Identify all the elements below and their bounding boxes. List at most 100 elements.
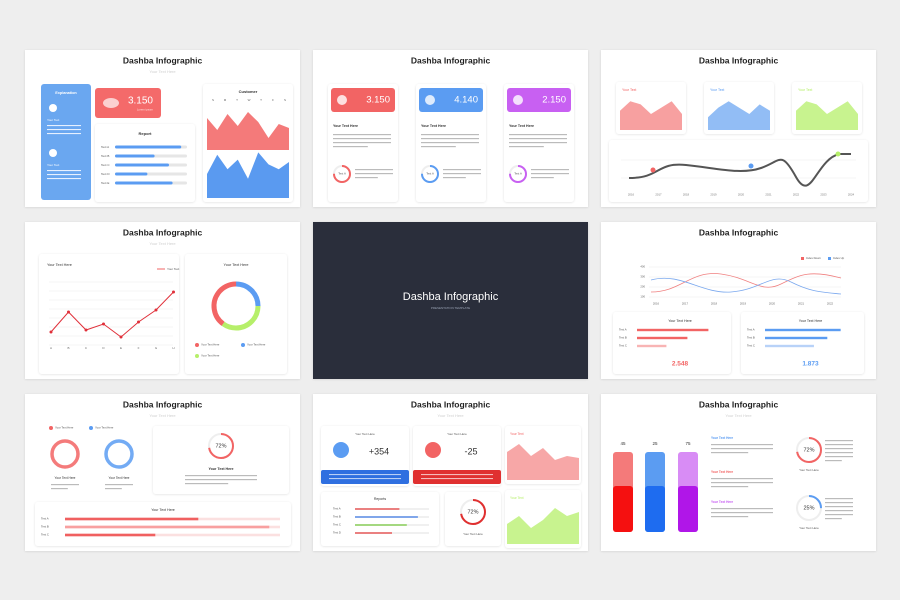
label: Text A <box>426 172 434 176</box>
slide: Dashba Infographic Your Text Here Explanat… <box>25 50 300 207</box>
label: Text C <box>747 344 755 348</box>
placeholder-line <box>421 142 479 144</box>
slide-title: Dashba Infographic <box>699 55 779 65</box>
label: Your Text Here <box>421 124 446 128</box>
label: Text A <box>41 517 49 521</box>
label: 2.150 <box>542 95 566 106</box>
label: 300 <box>640 275 645 279</box>
placeholder-line <box>711 508 773 510</box>
label: Index Down <box>806 256 821 260</box>
label: +354 <box>369 446 389 456</box>
label: Your Text Here <box>151 508 175 512</box>
label: Text B <box>333 515 341 519</box>
icon <box>513 95 523 105</box>
placeholder-line <box>185 475 257 477</box>
donut-segment <box>211 281 261 331</box>
label: F <box>138 346 140 350</box>
placeholder-line <box>421 134 479 136</box>
slide: Dashba Infographic Your Text Here Your Tex… <box>25 222 300 379</box>
line <box>650 277 842 295</box>
placeholder-line <box>333 146 368 148</box>
icon <box>49 104 57 112</box>
label: Text A <box>747 328 755 332</box>
label: Your Text Here <box>247 343 266 347</box>
label: 45 <box>620 441 626 446</box>
label: Text C <box>619 344 627 348</box>
label: 3.150 <box>128 96 153 107</box>
card <box>741 312 864 374</box>
label: 2017 <box>682 302 689 306</box>
slide: Dashba Infographic Your Text Your Text Your… <box>601 50 876 207</box>
card <box>185 254 287 374</box>
label: Text B <box>101 154 109 158</box>
placeholder-line <box>47 174 81 176</box>
slide-subtitle: Your Text Here <box>149 413 176 418</box>
stat-card <box>95 88 161 118</box>
label: C <box>85 346 88 350</box>
label: T <box>236 98 238 102</box>
label: 2021 <box>798 302 805 306</box>
slide-subtitle: Your Text Here <box>149 241 176 246</box>
slide-bg <box>313 222 588 379</box>
placeholder-line <box>105 484 133 486</box>
label: 2020 <box>769 302 776 306</box>
label: Text D <box>333 531 341 535</box>
label: Your Text Here <box>668 319 692 323</box>
area <box>507 508 579 544</box>
label: Text A <box>101 145 109 149</box>
label: 2016 <box>653 302 660 306</box>
label: Your Text <box>510 432 524 436</box>
placeholder-line <box>825 498 853 500</box>
bar <box>115 172 148 176</box>
placeholder-line <box>711 478 773 480</box>
placeholder-line <box>333 142 391 144</box>
slide-title: Dashba Infographic <box>123 227 203 237</box>
label: Your Text <box>710 88 724 92</box>
placeholder-line <box>711 486 749 488</box>
label: T <box>260 98 262 102</box>
placeholder-line <box>329 474 401 476</box>
label: 2017 <box>655 193 662 197</box>
placeholder-line <box>47 170 81 172</box>
marker <box>102 322 105 326</box>
label: Your Text Here <box>55 426 74 430</box>
label: Index Up <box>833 256 845 260</box>
label: 2019 <box>710 193 717 197</box>
card <box>613 312 731 374</box>
label: 2020 <box>738 193 745 197</box>
slide-subtitle: Your Text Here <box>725 413 752 418</box>
placeholder-line <box>47 125 81 127</box>
slide-title: Dashba Infographic <box>699 399 779 409</box>
column-bottom <box>613 486 633 532</box>
label: Your Text Here <box>201 343 220 347</box>
column-bottom <box>678 486 698 532</box>
card <box>153 426 289 494</box>
placeholder-line <box>47 133 81 135</box>
label: 2024 <box>848 193 855 197</box>
icon <box>425 95 435 105</box>
placeholder-line <box>711 482 773 484</box>
ring-arc <box>333 165 351 183</box>
label: 2018 <box>683 193 690 197</box>
label: 400 <box>640 265 645 269</box>
placeholder-line <box>443 169 481 171</box>
label: Customer <box>239 89 258 94</box>
bar <box>115 145 182 149</box>
label: Your Text Here <box>711 436 733 440</box>
ring <box>50 439 80 469</box>
bar <box>115 163 169 167</box>
label: Text C <box>101 163 110 167</box>
label: A <box>50 346 52 350</box>
label: M <box>224 98 227 102</box>
slide-subtitle: Your Text Here <box>149 69 176 74</box>
placeholder-line <box>105 488 122 490</box>
label: 200 <box>640 285 645 289</box>
label: Your Text Here <box>799 319 823 323</box>
placeholder-line <box>711 516 749 518</box>
label: B <box>67 346 69 350</box>
slide-title: Dashba Infographic <box>411 55 491 65</box>
avatar <box>425 442 441 458</box>
label: Text C <box>333 523 341 527</box>
